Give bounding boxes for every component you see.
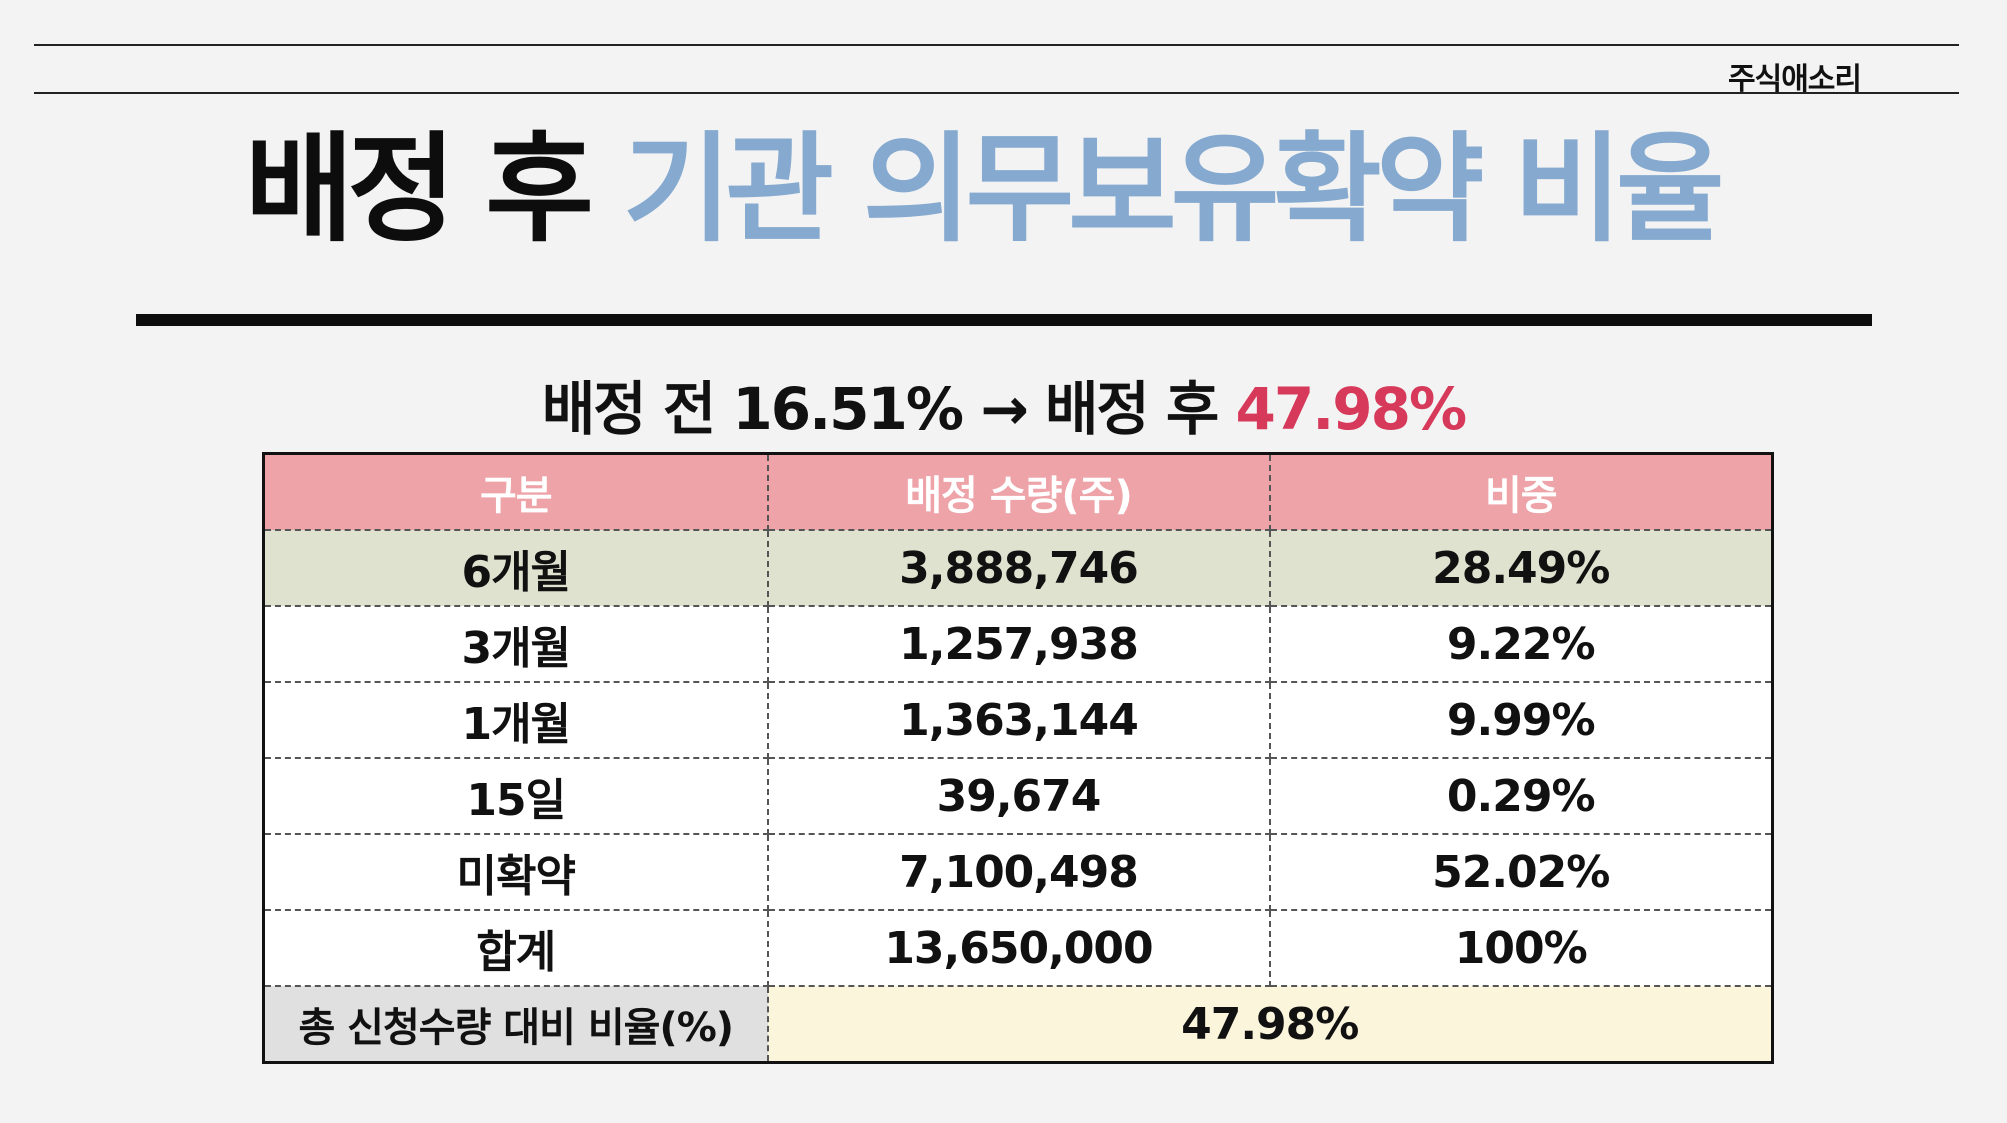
row-label: 1개월: [262, 681, 769, 759]
after-value: 47.98%: [1235, 375, 1467, 443]
row-quantity: 13,650,000: [766, 909, 1271, 987]
row-label: 합계: [262, 909, 769, 987]
footer-label: 총 신청수량 대비 비율(%): [262, 985, 769, 1064]
header-ratio: 비중: [1268, 452, 1774, 531]
row-quantity: 7,100,498: [766, 833, 1271, 911]
title-part-black: 배정 후: [245, 120, 594, 258]
table-row-total: 합계 13,650,000 100%: [262, 909, 1774, 987]
row-quantity: 1,363,144: [766, 681, 1271, 759]
arrow-icon: →: [980, 375, 1029, 443]
table-row: 3개월 1,257,938 9.22%: [262, 605, 1774, 683]
row-ratio: 100%: [1268, 909, 1774, 987]
table-row: 미확약 7,100,498 52.02%: [262, 833, 1774, 911]
header-category: 구분: [262, 452, 769, 531]
header-quantity: 배정 수량(주): [766, 452, 1271, 531]
after-label: 배정 후: [1045, 375, 1219, 443]
row-ratio: 9.99%: [1268, 681, 1774, 759]
footer-value: 47.98%: [766, 985, 1774, 1064]
row-ratio: 9.22%: [1268, 605, 1774, 683]
row-quantity: 3,888,746: [766, 529, 1271, 607]
table-row: 15일 39,674 0.29%: [262, 757, 1774, 835]
table-header-row: 구분 배정 수량(주) 비중: [262, 452, 1774, 531]
summary-line: 배정 전 16.51% → 배정 후 47.98%: [0, 362, 2007, 446]
row-ratio: 28.49%: [1268, 529, 1774, 607]
brand-label: 주식애소리: [1728, 62, 1862, 97]
table-footer-row: 총 신청수량 대비 비율(%) 47.98%: [262, 985, 1774, 1064]
table-row: 1개월 1,363,144 9.99%: [262, 681, 1774, 759]
table-row: 6개월 3,888,746 28.49%: [262, 529, 1774, 607]
header-bottom-rule: [34, 92, 1959, 94]
row-ratio: 52.02%: [1268, 833, 1774, 911]
row-ratio: 0.29%: [1268, 757, 1774, 835]
row-label: 미확약: [262, 833, 769, 911]
top-rule: [34, 44, 1959, 46]
row-quantity: 1,257,938: [766, 605, 1271, 683]
title-part-blue: 기관 의무보유확약 비율: [622, 120, 1725, 258]
row-label: 15일: [262, 757, 769, 835]
page-title: 배정 후 기관 의무보유확약 비율: [245, 130, 1725, 248]
row-quantity: 39,674: [766, 757, 1271, 835]
before-label: 배정 전: [541, 375, 716, 443]
row-label: 6개월: [262, 529, 769, 607]
allocation-table: 구분 배정 수량(주) 비중 6개월 3,888,746 28.49% 3개월 …: [262, 452, 1774, 1064]
title-divider: [136, 314, 1872, 326]
before-value: 16.51%: [732, 375, 964, 443]
row-label: 3개월: [262, 605, 769, 683]
